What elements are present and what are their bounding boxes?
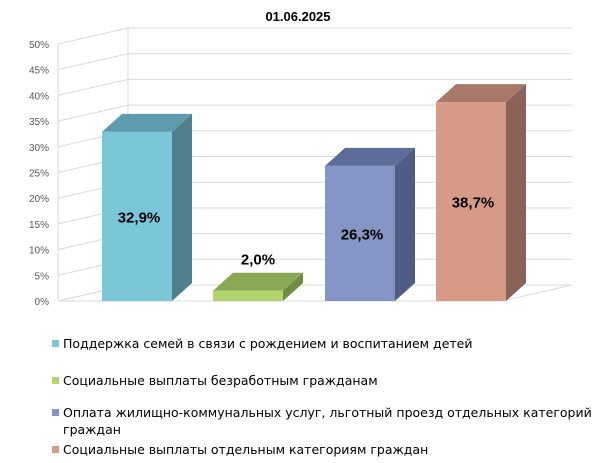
y-tick-label: 15% bbox=[29, 220, 49, 231]
data-label: 2,0% bbox=[241, 252, 275, 269]
bar-side bbox=[172, 113, 192, 301]
y-tick-label: 10% bbox=[29, 246, 49, 257]
gridline bbox=[57, 78, 572, 96]
bars bbox=[102, 84, 526, 301]
y-tick-label: 45% bbox=[29, 66, 49, 77]
legend-label: Социальные выплаты безработным гражданам bbox=[63, 373, 378, 388]
bar-top bbox=[102, 113, 192, 132]
bar-side bbox=[395, 147, 415, 301]
data-label: 32,9% bbox=[118, 209, 161, 226]
legend-item: Оплата жилищно-коммунальных услуг, льгот… bbox=[52, 404, 592, 438]
legend-swatch bbox=[52, 409, 59, 416]
legend-label: Поддержка семей в связи с рождением и во… bbox=[63, 336, 473, 351]
bar-side bbox=[506, 84, 526, 301]
chart-title: 01.06.2025 bbox=[265, 9, 330, 24]
data-label: 38,7% bbox=[452, 195, 495, 212]
y-tick-label: 20% bbox=[29, 194, 49, 205]
y-tick-label: 35% bbox=[29, 117, 49, 128]
legend-item: Поддержка семей в связи с рождением и во… bbox=[52, 335, 472, 352]
bar-front bbox=[213, 290, 283, 301]
legend-swatch bbox=[52, 340, 59, 347]
bar bbox=[436, 84, 526, 301]
bar-top bbox=[213, 272, 303, 291]
bar-top bbox=[436, 84, 526, 103]
bar-front bbox=[325, 165, 395, 301]
bar-top bbox=[325, 147, 415, 166]
legend-swatch bbox=[52, 377, 59, 384]
bar bbox=[102, 113, 192, 301]
bar bbox=[213, 272, 303, 301]
data-label: 26,3% bbox=[341, 226, 384, 243]
bar-front bbox=[436, 102, 506, 301]
legend-label: Оплата жилищно-коммунальных услуг, льгот… bbox=[63, 405, 592, 437]
y-axis-ticks: 0% 5% 10% 15% 20% 25% 30% 35% 40% 45% 50% bbox=[29, 40, 49, 308]
legend-swatch bbox=[52, 446, 59, 453]
y-tick-label: 30% bbox=[29, 143, 49, 154]
legend-label: Социальные выплаты отдельным категориям … bbox=[63, 442, 429, 457]
y-tick-label: 50% bbox=[29, 40, 49, 51]
bar-front bbox=[102, 131, 172, 301]
y-tick-label: 5% bbox=[35, 271, 50, 282]
bar bbox=[325, 147, 415, 301]
gridline bbox=[57, 104, 572, 122]
bar-side bbox=[283, 272, 303, 301]
gridline bbox=[57, 53, 572, 71]
y-tick-label: 40% bbox=[29, 91, 49, 102]
gridline bbox=[57, 27, 572, 45]
data-labels: 32,9% 2,0% 26,3% 38,7% bbox=[118, 195, 495, 269]
y-tick-label: 0% bbox=[35, 297, 50, 308]
legend-item: Социальные выплаты отдельным категориям … bbox=[52, 441, 428, 458]
legend-item: Социальные выплаты безработным гражданам bbox=[52, 372, 378, 389]
y-tick-label: 25% bbox=[29, 169, 49, 180]
